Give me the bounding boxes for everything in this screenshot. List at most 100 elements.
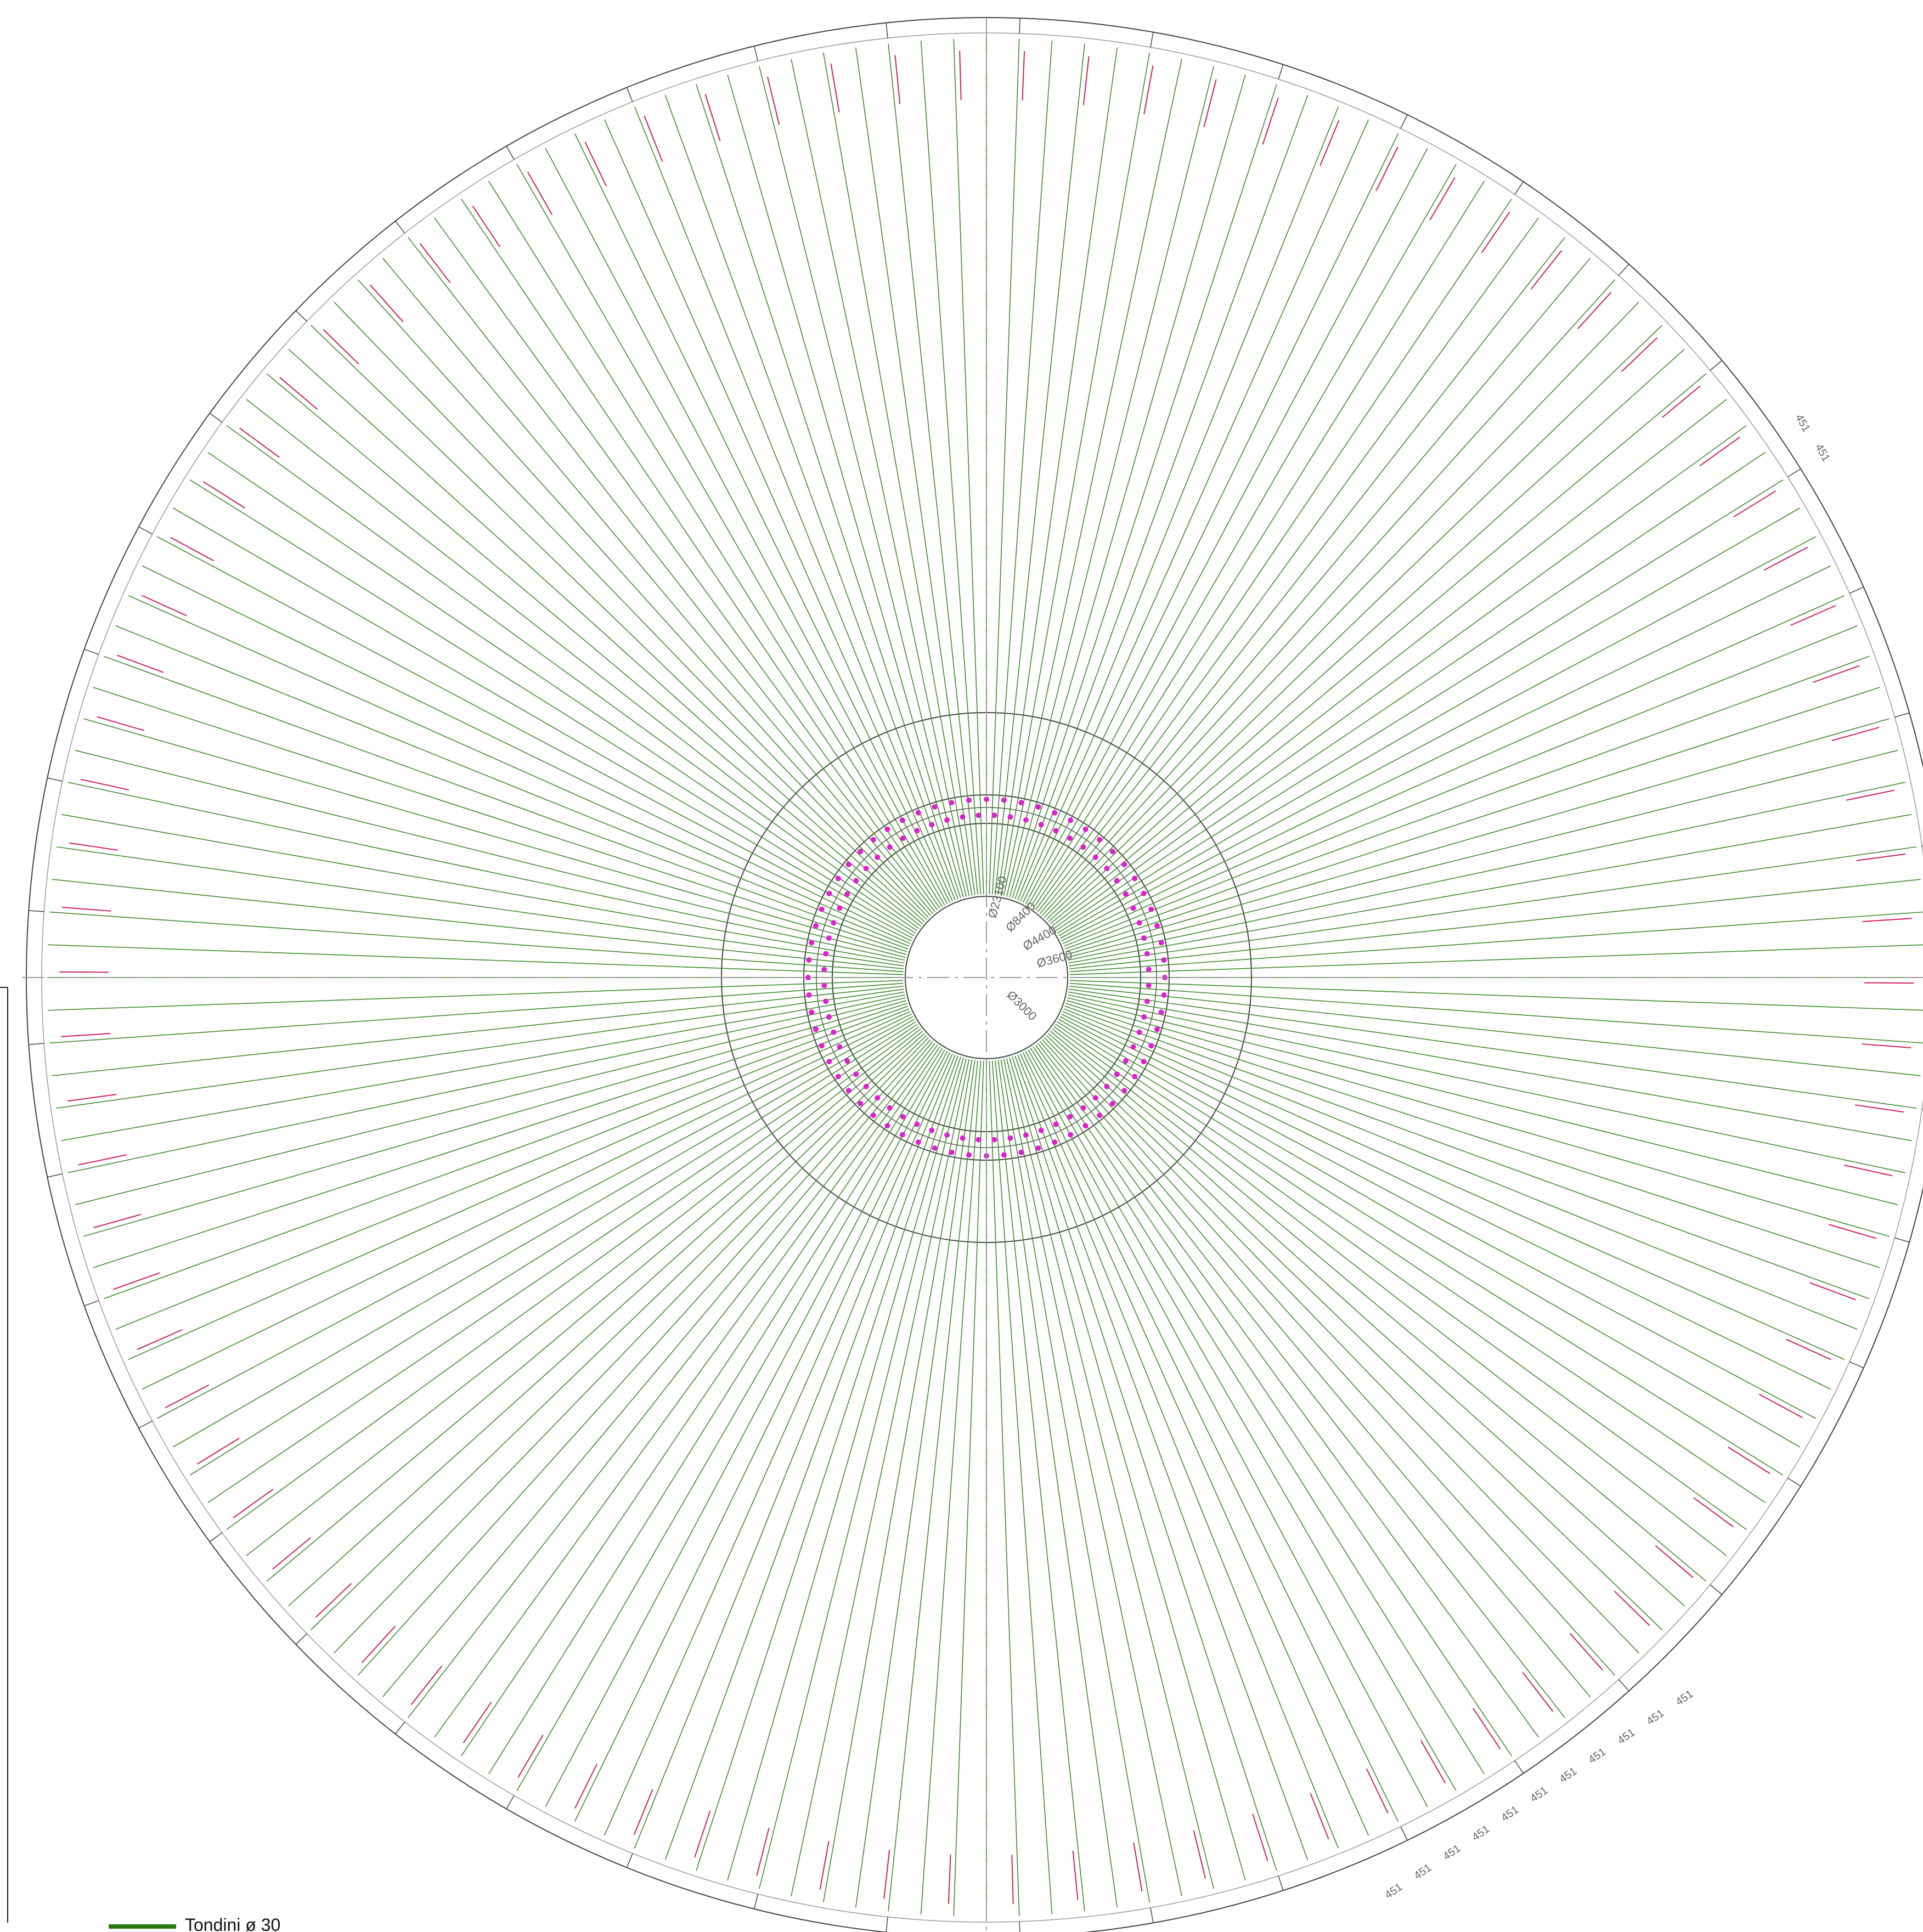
rebar: [545, 1050, 948, 1807]
rebar: [67, 994, 905, 1173]
rebar: [989, 39, 1020, 895]
rebar-end: [419, 243, 451, 283]
rebar-end: [1252, 1814, 1268, 1861]
stud: [863, 866, 869, 872]
rebar-end: [59, 971, 109, 973]
stud: [900, 835, 906, 841]
rebar-end: [1420, 1739, 1446, 1784]
rebar-end: [1133, 1843, 1143, 1892]
rebar: [1069, 986, 1921, 1076]
edge-tick: [1150, 1907, 1154, 1923]
rebar-end: [1262, 97, 1279, 145]
rebar: [997, 1060, 1118, 1908]
rebar: [1068, 991, 1912, 1142]
rebar: [888, 43, 978, 895]
rebar: [288, 348, 925, 922]
stud: [813, 923, 819, 929]
stud: [1001, 797, 1007, 803]
edge-tick: [886, 22, 888, 38]
rebar: [189, 1021, 916, 1476]
edge-tick: [753, 46, 759, 61]
stud: [1104, 1083, 1110, 1089]
diameter-label: Ø3000: [1004, 988, 1039, 1023]
stud: [884, 1123, 890, 1129]
rebar: [1055, 1024, 1766, 1504]
stud: [821, 967, 827, 973]
rebar: [727, 75, 964, 898]
rebar: [822, 52, 973, 896]
rebar: [634, 106, 956, 901]
rebar: [142, 565, 912, 942]
rebar: [1058, 507, 1801, 936]
rebar: [1058, 1019, 1801, 1448]
rebar: [516, 1049, 945, 1792]
rebar: [1057, 479, 1784, 934]
stud: [887, 844, 893, 850]
rebar: [1009, 1057, 1246, 1880]
rebar: [49, 982, 904, 1044]
diameter-label: Ø8400: [1003, 899, 1038, 934]
rebar: [1003, 1059, 1182, 1896]
rebar-end: [1763, 546, 1808, 571]
rebar: [1062, 595, 1845, 944]
stud: [1148, 1043, 1154, 1049]
edge-tick: [47, 777, 63, 782]
stud: [837, 1044, 843, 1050]
rebar: [267, 373, 923, 924]
rebar-end: [883, 1850, 890, 1899]
rebar: [334, 301, 929, 918]
rebar: [103, 1005, 909, 1300]
rebar-end: [61, 907, 111, 912]
stud: [929, 1127, 935, 1133]
rebar: [1006, 1058, 1214, 1889]
rebar: [855, 47, 975, 895]
rebar: [408, 1043, 936, 1718]
dimension-label: 451: [1383, 1881, 1405, 1901]
edge-tick: [1400, 114, 1408, 129]
edge-tick: [1019, 18, 1020, 34]
rebar: [56, 846, 904, 967]
rebar: [1068, 782, 1905, 961]
stud: [1007, 814, 1013, 820]
rebar: [93, 1003, 907, 1268]
rebar: [226, 425, 920, 929]
rebar-end: [1831, 726, 1880, 742]
rebar: [1059, 536, 1816, 939]
rebar-end: [410, 1665, 443, 1705]
rebar: [1035, 1044, 1539, 1738]
rebar-end: [315, 1583, 352, 1618]
rebar-end: [1522, 1672, 1554, 1712]
rebar-end: [165, 1384, 210, 1409]
rebar: [1028, 1049, 1457, 1792]
rebar: [1053, 1026, 1747, 1530]
rebar: [1067, 750, 1898, 958]
dimension-label: 451: [1441, 1843, 1463, 1863]
rebar: [189, 479, 916, 934]
stud: [1141, 1059, 1147, 1065]
stud: [1092, 1095, 1098, 1101]
stud: [975, 1137, 982, 1143]
stud: [826, 1059, 832, 1065]
rebar-end: [1022, 51, 1025, 101]
stud: [835, 875, 841, 882]
rebar: [991, 1060, 1053, 1914]
stud: [915, 1139, 921, 1145]
rebar: [1048, 1033, 1685, 1607]
stud: [1144, 951, 1150, 957]
stud: [914, 828, 920, 834]
stud: [1114, 1071, 1120, 1077]
stud: [1146, 982, 1152, 988]
stud: [1158, 1009, 1164, 1015]
stud: [1109, 849, 1115, 855]
edge-tick: [1618, 1679, 1629, 1692]
rebar: [49, 911, 904, 973]
rebar: [822, 1059, 973, 1903]
stud: [1146, 967, 1152, 973]
stud: [821, 982, 827, 988]
rebar: [172, 507, 915, 936]
rebar-end: [1472, 1708, 1501, 1750]
stud: [900, 1114, 906, 1120]
stud: [1123, 891, 1129, 897]
stud: [1136, 1029, 1142, 1035]
